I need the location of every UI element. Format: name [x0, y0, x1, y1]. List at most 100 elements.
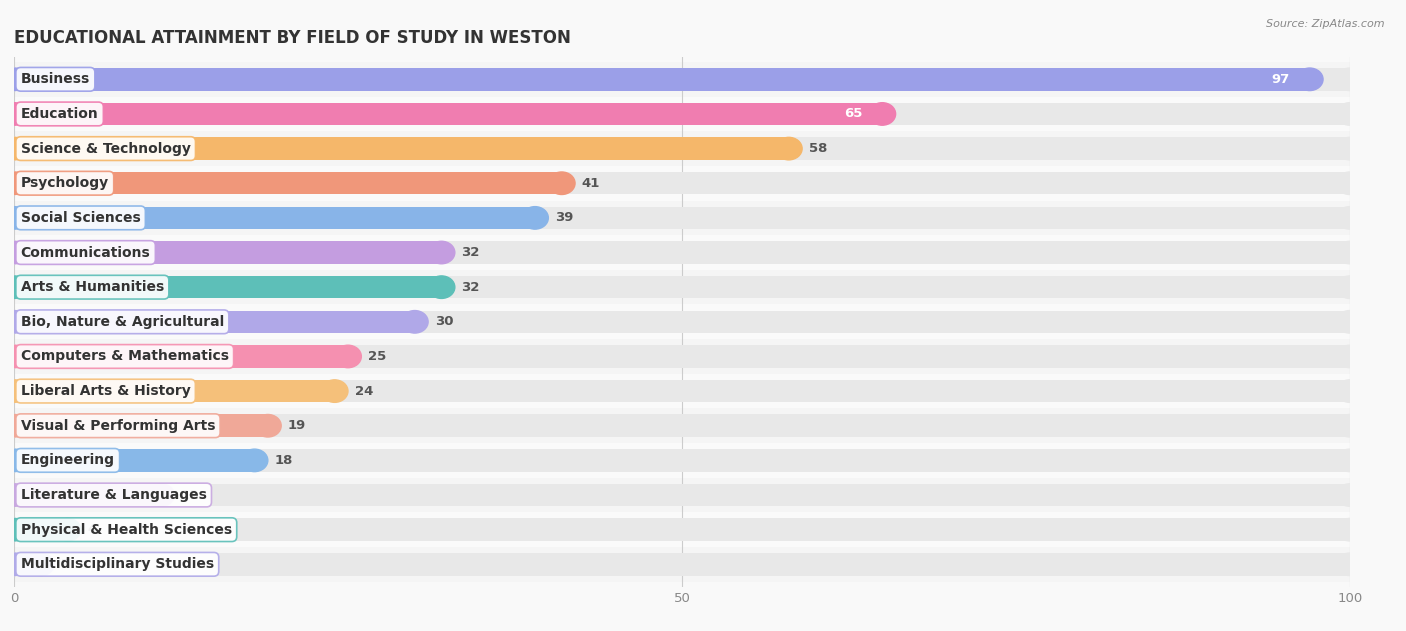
Bar [14, 478, 1350, 512]
Bar [14, 206, 534, 229]
Bar [14, 380, 335, 403]
Ellipse shape [1296, 68, 1323, 91]
Bar [14, 201, 1350, 235]
Text: 2: 2 [60, 558, 70, 571]
Bar [14, 519, 1350, 541]
Ellipse shape [0, 484, 28, 506]
Ellipse shape [1336, 172, 1364, 194]
Ellipse shape [0, 138, 28, 160]
Bar [14, 172, 1350, 194]
Ellipse shape [0, 276, 28, 298]
Ellipse shape [0, 519, 28, 541]
Text: 4: 4 [87, 523, 97, 536]
Text: Computers & Mathematics: Computers & Mathematics [21, 350, 229, 363]
Bar [14, 241, 1350, 264]
Ellipse shape [254, 415, 281, 437]
Bar [14, 443, 1350, 478]
Ellipse shape [1336, 484, 1364, 506]
Ellipse shape [0, 449, 28, 471]
Bar [14, 512, 1350, 547]
Ellipse shape [0, 206, 28, 229]
Bar [14, 449, 1350, 471]
Ellipse shape [776, 138, 801, 160]
Ellipse shape [402, 310, 429, 333]
Ellipse shape [1336, 519, 1364, 541]
Bar [14, 206, 1350, 229]
Ellipse shape [522, 206, 548, 229]
Bar [14, 235, 1350, 270]
Bar [14, 276, 1350, 298]
Ellipse shape [548, 172, 575, 194]
Ellipse shape [148, 484, 174, 506]
Text: 19: 19 [288, 419, 307, 432]
Bar [14, 241, 441, 264]
Text: Source: ZipAtlas.com: Source: ZipAtlas.com [1267, 19, 1385, 29]
Bar [14, 166, 1350, 201]
Bar [14, 68, 1350, 91]
Bar [14, 547, 1350, 582]
Bar [14, 138, 1350, 160]
Text: 58: 58 [808, 142, 827, 155]
Bar [14, 415, 1350, 437]
Ellipse shape [0, 553, 28, 575]
Bar [14, 276, 441, 298]
Bar [14, 374, 1350, 408]
Ellipse shape [0, 172, 28, 194]
Text: Liberal Arts & History: Liberal Arts & History [21, 384, 190, 398]
Bar [14, 484, 162, 506]
Ellipse shape [0, 206, 28, 229]
Ellipse shape [0, 415, 28, 437]
Ellipse shape [0, 484, 28, 506]
Ellipse shape [0, 553, 28, 575]
Text: Business: Business [21, 73, 90, 86]
Ellipse shape [53, 519, 82, 541]
Ellipse shape [1336, 345, 1364, 368]
Text: 25: 25 [368, 350, 387, 363]
Ellipse shape [242, 449, 269, 471]
Text: 65: 65 [844, 107, 862, 121]
Ellipse shape [0, 241, 28, 264]
Text: 18: 18 [274, 454, 292, 467]
Ellipse shape [321, 380, 349, 403]
Text: Psychology: Psychology [21, 176, 108, 190]
Text: EDUCATIONAL ATTAINMENT BY FIELD OF STUDY IN WESTON: EDUCATIONAL ATTAINMENT BY FIELD OF STUDY… [14, 29, 571, 47]
Bar [14, 408, 1350, 443]
Ellipse shape [0, 68, 28, 91]
Text: Education: Education [21, 107, 98, 121]
Ellipse shape [0, 103, 28, 125]
Bar [14, 553, 1350, 575]
Ellipse shape [0, 519, 28, 541]
Bar [14, 62, 1350, 97]
Bar [14, 519, 67, 541]
Ellipse shape [1336, 415, 1364, 437]
Ellipse shape [0, 345, 28, 368]
Text: 32: 32 [461, 281, 479, 293]
Bar [14, 68, 1310, 91]
Ellipse shape [28, 553, 53, 575]
Ellipse shape [0, 310, 28, 333]
Ellipse shape [0, 276, 28, 298]
Text: Visual & Performing Arts: Visual & Performing Arts [21, 419, 215, 433]
Ellipse shape [0, 345, 28, 368]
Ellipse shape [0, 172, 28, 194]
Ellipse shape [0, 415, 28, 437]
Bar [14, 553, 41, 575]
Bar [14, 103, 1350, 125]
Text: 30: 30 [434, 316, 453, 328]
Ellipse shape [1336, 68, 1364, 91]
Bar [14, 345, 349, 368]
Bar [14, 270, 1350, 305]
Bar [14, 310, 1350, 333]
Bar [14, 97, 1350, 131]
Bar [14, 484, 1350, 506]
Ellipse shape [427, 276, 456, 298]
Ellipse shape [1336, 449, 1364, 471]
Text: 97: 97 [1271, 73, 1289, 86]
Ellipse shape [427, 241, 456, 264]
Bar [14, 380, 1350, 403]
Text: Social Sciences: Social Sciences [21, 211, 141, 225]
Ellipse shape [0, 68, 28, 91]
Text: Engineering: Engineering [21, 454, 115, 468]
Ellipse shape [335, 345, 361, 368]
Ellipse shape [0, 103, 28, 125]
